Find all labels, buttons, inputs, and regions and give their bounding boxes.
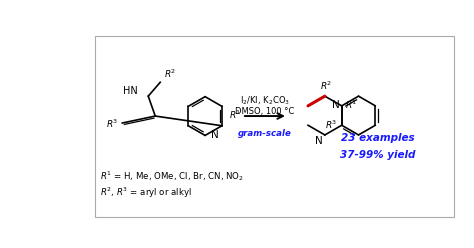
Text: N: N <box>211 130 219 140</box>
Text: $R^2$, $R^3$ = aryl or alkyl: $R^2$, $R^3$ = aryl or alkyl <box>100 186 192 200</box>
Text: $\mathit{R}^2$: $\mathit{R}^2$ <box>319 80 332 92</box>
Text: $\mathit{R}^3$: $\mathit{R}^3$ <box>325 119 337 131</box>
Text: $\mathit{R}^2$: $\mathit{R}^2$ <box>164 68 176 80</box>
Text: N: N <box>332 100 340 110</box>
Text: DMSO, 100 °C: DMSO, 100 °C <box>235 107 294 116</box>
Text: $\mathit{R}^1$: $\mathit{R}^1$ <box>228 109 241 121</box>
Text: 37-99% yield: 37-99% yield <box>340 150 415 160</box>
Text: HN: HN <box>123 86 137 96</box>
FancyBboxPatch shape <box>95 36 455 217</box>
Text: 23 examples: 23 examples <box>341 133 414 143</box>
Text: gram-scale: gram-scale <box>238 129 292 138</box>
Text: I$_2$/KI, K$_2$CO$_3$: I$_2$/KI, K$_2$CO$_3$ <box>240 94 290 107</box>
Text: $\mathit{R}^1$: $\mathit{R}^1$ <box>345 99 357 111</box>
Text: $R^1$ = H, Me, OMe, Cl, Br, CN, NO$_2$: $R^1$ = H, Me, OMe, Cl, Br, CN, NO$_2$ <box>100 169 245 183</box>
Text: $\mathit{R}^3$: $\mathit{R}^3$ <box>106 118 118 130</box>
Text: N: N <box>315 136 323 146</box>
